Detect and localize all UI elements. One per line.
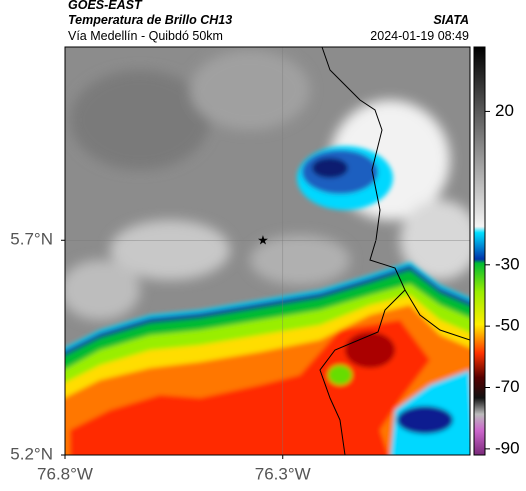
- y-tick-label: 5.7°N: [10, 230, 53, 249]
- agency: SIATA: [433, 13, 469, 27]
- colorbar-tick-label: -70: [495, 377, 520, 396]
- satellite-image: [65, 47, 470, 455]
- timestamp: 2024-01-19 08:49: [370, 29, 469, 43]
- x-tick-label: 76.8°W: [37, 464, 93, 483]
- region: Vía Medellín - Quibdó 50km: [68, 29, 223, 43]
- y-tick-label: 5.2°N: [10, 444, 53, 463]
- product: Temperatura de Brillo CH13: [68, 13, 232, 27]
- x-tick-label: 76.3°W: [255, 464, 311, 483]
- colorbar-tick-label: -30: [495, 254, 520, 273]
- map-frame: [64, 46, 471, 456]
- colorbar: [473, 46, 486, 456]
- colorbar-tick-label: -90: [495, 438, 520, 457]
- satellite: GOES-EAST: [68, 0, 143, 12]
- colorbar-tick-label: -50: [495, 316, 520, 335]
- city-marker: ★: [257, 232, 269, 247]
- colorbar-tick-label: 20: [495, 101, 514, 120]
